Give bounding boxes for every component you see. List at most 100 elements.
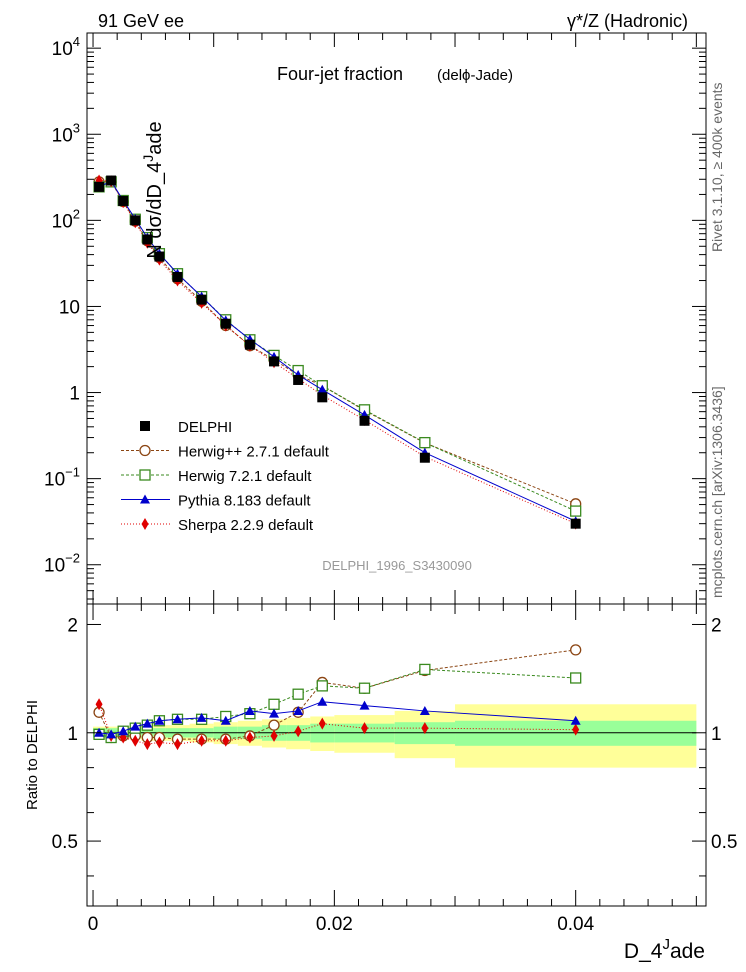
data-point — [359, 415, 370, 426]
legend-marker — [141, 518, 149, 530]
data-point — [130, 215, 141, 226]
ratio-data-point — [317, 696, 328, 706]
ratio-frame — [86, 603, 707, 907]
ratio-data-point — [570, 672, 582, 684]
ratio-series-pythia-8-183-default — [94, 696, 581, 739]
legend-entry: Pythia 8.183 default — [178, 493, 311, 510]
watermark: DELPHI_1996_S3430090 — [322, 558, 472, 573]
ratio-data-point — [269, 708, 280, 718]
main-panel: 10−2 10−1 1 10 102 103 104 Four-jet fraction (… — [44, 32, 707, 605]
ratio-data-point — [570, 644, 582, 656]
ratio-data-point — [142, 718, 153, 728]
legend-entry: Sherpa 2.2.9 default — [178, 517, 314, 534]
ratio-series-line — [98, 649, 576, 740]
ratio-data-point — [106, 729, 117, 739]
data-point — [269, 356, 280, 367]
ratio-data-point — [154, 715, 165, 725]
legend-marker — [140, 494, 150, 504]
ratio-panel: 0.5 0.5 1 1 2 2 0 0.02 0.04 Ratio to DELPHI D_4J… — [24, 603, 737, 963]
ratio-y-axis-label: Ratio to DELPHI — [24, 700, 41, 810]
ratio-data-point — [95, 698, 103, 711]
ratio-y-tick-label: 1 — [67, 724, 78, 745]
ratio-data-point — [292, 688, 304, 700]
series-herwig-7-2-1-default — [93, 176, 582, 517]
ratio-data-point — [244, 705, 255, 715]
header-right-title: γ*/Z (Hadronic) — [567, 11, 688, 31]
side-label-rivet: Rivet 3.1.10, ≥ 400k events — [709, 82, 725, 252]
ratio-data-point — [421, 722, 429, 735]
y-tick-label: 1 — [69, 384, 80, 405]
legend: DELPHI Herwig++ 2.7.1 default Herwig 7.2.1… — [121, 419, 330, 534]
data-point — [244, 339, 255, 350]
ratio-data-point — [268, 698, 280, 710]
series-line — [99, 181, 576, 505]
series-line — [98, 180, 576, 522]
ratio-data-point — [130, 721, 141, 731]
ratio-y-tick-label-right: 1 — [711, 724, 722, 745]
data-point — [293, 374, 304, 385]
ratio-data-point — [361, 722, 369, 735]
header-left-title: 91 GeV ee — [98, 11, 184, 31]
data-point — [196, 294, 207, 305]
series-herwig-2-7-1-default — [93, 176, 582, 510]
series-delphi — [94, 175, 581, 529]
ratio-data-point — [246, 731, 254, 744]
series-line — [99, 180, 576, 525]
series-line — [98, 181, 576, 512]
data-point — [142, 234, 153, 245]
ratio-y-tick-label: 2 — [67, 615, 78, 636]
ratio-data-point — [419, 705, 430, 715]
data-point — [570, 505, 582, 517]
main-title: Four-jet fraction — [277, 64, 403, 84]
ratio-data-point — [222, 734, 230, 747]
ratio-data-point — [155, 736, 163, 749]
side-label-mcplots: mcplots.cern.ch [arXiv:1306.3436] — [709, 386, 725, 598]
ratio-data-point — [196, 712, 207, 722]
ratio-data-point — [294, 725, 302, 738]
x-tick-label: 0.04 — [557, 914, 594, 935]
data-point — [570, 518, 581, 529]
y-tick-label: 103 — [52, 120, 80, 146]
ratio-data-point — [570, 715, 581, 725]
ratio-y-tick-label-right: 2 — [711, 615, 722, 636]
y-tick-label: 104 — [52, 34, 80, 60]
x-axis-label: D_4Jade — [624, 936, 705, 963]
ratio-data-point — [318, 717, 326, 730]
data-point — [317, 392, 328, 403]
ratio-data-point — [270, 729, 278, 742]
data-point — [419, 452, 430, 463]
main-title-suffix: (delϕ-Jade) — [437, 67, 513, 84]
data-point — [106, 175, 117, 186]
ratio-data-point — [143, 738, 151, 751]
legend-entry: Herwig 7.2.1 default — [178, 468, 312, 485]
data-point — [419, 436, 431, 449]
ratio-data-point — [118, 726, 129, 736]
y-tick-label: 10−1 — [44, 465, 80, 491]
ratio-series-line — [99, 701, 576, 735]
ratio-data-point — [316, 680, 328, 692]
y-tick-label: 10 — [59, 297, 80, 318]
ratio-y-tick-label: 0.5 — [52, 832, 78, 853]
series-pythia-8-183-default — [94, 176, 581, 526]
ratio-y-tick-label-right: 0.5 — [711, 832, 737, 853]
ratio-data-point — [293, 705, 304, 715]
ratio-data-point — [220, 715, 231, 725]
ratio-data-point — [419, 663, 431, 676]
legend-marker — [139, 469, 151, 481]
ratio-data-point — [268, 719, 280, 731]
ratio-data-point — [131, 734, 139, 747]
y-tick-label: 102 — [52, 206, 80, 232]
x-tick-label: 0.02 — [316, 914, 353, 935]
ratio-data-point — [358, 682, 371, 694]
legend-marker — [139, 444, 151, 457]
data-point — [220, 318, 231, 329]
data-point — [317, 384, 328, 394]
data-point — [154, 251, 165, 262]
data-point — [172, 271, 183, 282]
ratio-data-point — [572, 723, 580, 736]
ratio-series-line — [98, 668, 576, 739]
x-tick-label: 0 — [88, 914, 99, 935]
y-tick-label: 10−2 — [44, 551, 80, 577]
ratio-data-point — [198, 734, 206, 747]
